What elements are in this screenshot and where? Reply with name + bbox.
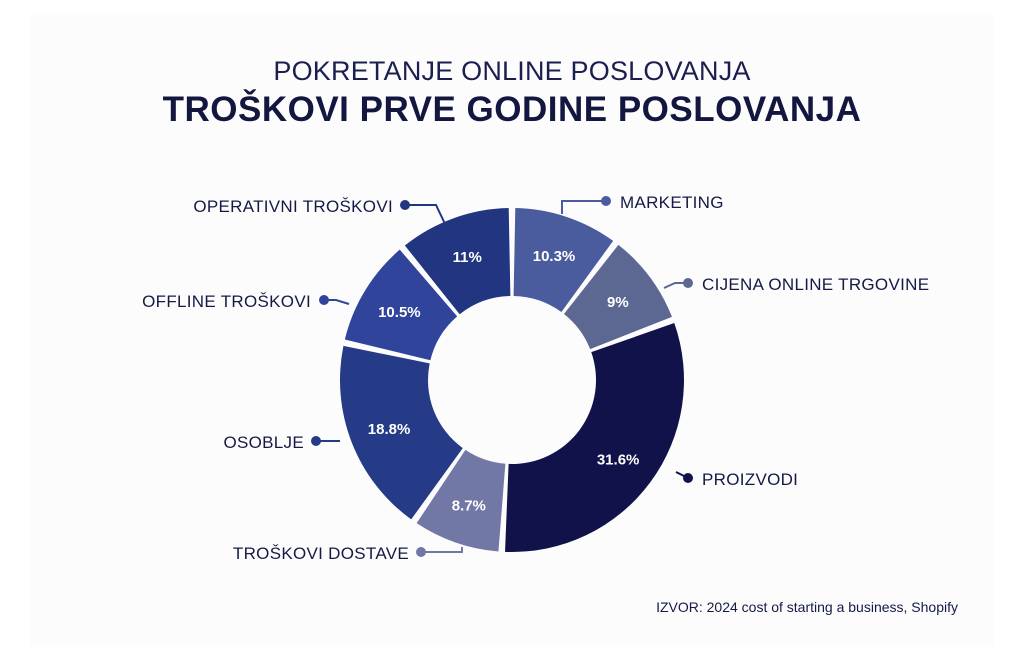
slice-category-label: PROIZVODI: [702, 470, 798, 489]
callout-dot: [416, 547, 426, 557]
callout-dot: [683, 278, 693, 288]
callout-line: [405, 204, 447, 227]
slice-category-label: MARKETING: [620, 193, 724, 212]
callout-dot: [601, 196, 611, 206]
chart-subtitle: POKRETANJE ONLINE POSLOVANJA: [273, 56, 751, 86]
callout-dot: [683, 473, 693, 483]
callout-dot: [400, 200, 410, 210]
slice-value-label: 10.5%: [378, 304, 421, 321]
slice-category-label: OSOBLJE: [223, 433, 304, 452]
source-note: IZVOR: 2024 cost of starting a business,…: [656, 599, 958, 615]
donut-slice: [505, 323, 684, 552]
slice-category-label: TROŠKOVI DOSTAVE: [233, 544, 409, 563]
title-block: POKRETANJE ONLINE POSLOVANJA TROŠKOVI PR…: [0, 55, 1024, 131]
callout-dot: [311, 436, 321, 446]
donut-slice: [344, 249, 458, 361]
callout-line: [561, 200, 606, 214]
slice-value-label: 31.6%: [597, 451, 640, 468]
slice-value-label: 9%: [607, 294, 629, 311]
donut-slice: [340, 345, 463, 520]
callout-line: [421, 547, 463, 553]
slice-category-label: OFFLINE TROŠKOVI: [142, 292, 311, 311]
slice-category-label: OPERATIVNI TROŠKOVI: [193, 197, 393, 216]
slice-value-label: 18.8%: [368, 421, 411, 438]
donut-slice: [563, 244, 672, 350]
slice-value-label: 8.7%: [452, 498, 486, 515]
chart-title: TROŠKOVI PRVE GODINE POSLOVANJA: [162, 90, 862, 129]
callout-dot: [319, 295, 329, 305]
donut-slice: [404, 208, 511, 315]
slice-value-label: 10.3%: [533, 248, 576, 265]
donut-slice: [513, 208, 614, 313]
donut-slice: [416, 449, 506, 552]
slice-value-label: 11%: [453, 249, 482, 266]
slice-category-label: CIJENA ONLINE TRGOVINE: [702, 275, 929, 294]
